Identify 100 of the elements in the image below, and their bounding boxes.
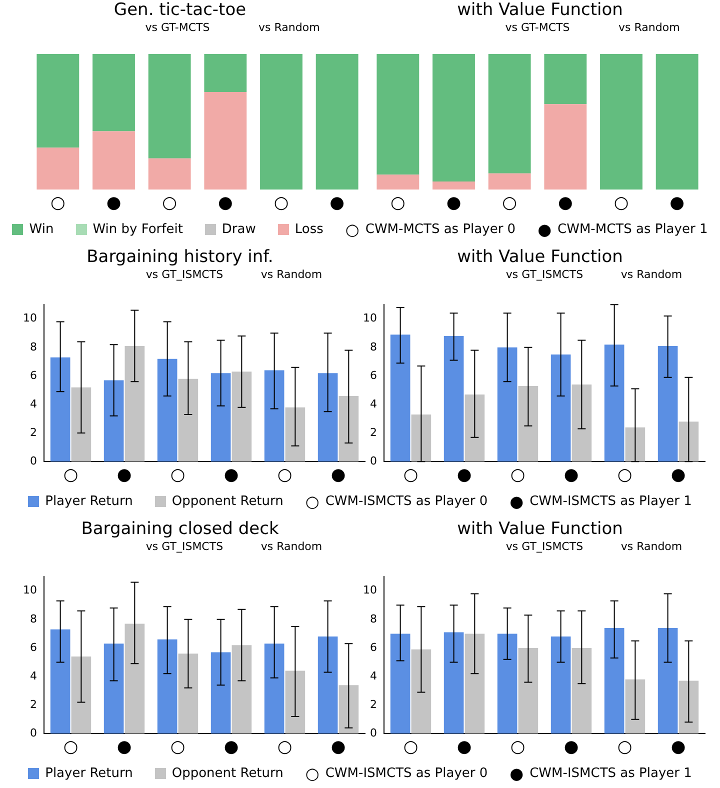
text: vs Random: [258, 21, 321, 34]
chart-title: with Value Function: [456, 519, 624, 539]
y-tick-label: 10: [362, 584, 377, 597]
text: CWM-MCTS as Player 1: [558, 222, 708, 237]
y-tick-label: 0: [370, 726, 377, 740]
y-tick-label: 10: [22, 584, 37, 597]
text: vs Random: [620, 540, 684, 553]
legend-label: Loss: [294, 222, 324, 237]
text: vs GT_ISMCTS: [504, 268, 584, 281]
x-tick-label: ○: [50, 193, 66, 214]
bar: [464, 634, 485, 734]
text: vs GT_ISMCTS: [504, 540, 584, 553]
x-tick-label: ○: [403, 465, 418, 486]
text: CWM-ISMCTS as Player 0: [325, 766, 488, 781]
y-tick-label: 6: [370, 368, 377, 382]
x-tick-label: ○: [510, 465, 526, 486]
x-tick-label: ●: [670, 737, 686, 758]
bar: [411, 649, 432, 734]
x-tick-label: ●: [224, 465, 239, 486]
legend-label: Draw: [222, 222, 256, 237]
x-tick-label: ○: [162, 193, 178, 214]
bar: [544, 54, 587, 104]
text: vs GT_ISMCTS: [144, 540, 224, 553]
x-tick-label: ●: [116, 465, 132, 486]
x-tick-label: ○: [390, 193, 406, 214]
x-tick-label: ○: [617, 737, 632, 758]
chart-title: with Value Function: [456, 0, 624, 20]
chart-title: Bargaining closed deck: [80, 519, 280, 539]
bar: [518, 386, 538, 462]
bar: [390, 634, 410, 734]
text: vs GT_ISMCTS: [144, 268, 224, 281]
category-label: ●: [510, 764, 524, 783]
x-tick-label: ○: [614, 193, 629, 214]
y-tick-label: 2: [30, 426, 37, 439]
y-tick-label: 4: [370, 669, 377, 682]
bar: [488, 54, 531, 174]
text: CWM-ISMCTS as Player 0: [325, 494, 488, 509]
y-tick-label: 6: [30, 640, 37, 654]
x-tick-label: ○: [403, 737, 418, 758]
y-tick-label: 4: [30, 669, 37, 682]
y-tick-label: 8: [30, 340, 37, 354]
text: CWM-ISMCTS as Player 1: [530, 494, 692, 509]
bar: [432, 54, 475, 182]
y-tick-label: 6: [370, 640, 377, 654]
y-tick-label: 2: [30, 698, 37, 711]
bar: [625, 427, 646, 462]
category-label: ○: [305, 492, 320, 511]
x-tick-label: ●: [446, 193, 462, 214]
y-tick-label: 0: [30, 726, 37, 740]
x-tick-label: ○: [617, 465, 632, 486]
x-tick-label: ●: [670, 465, 686, 486]
bar: [464, 394, 485, 462]
x-tick-label: ●: [564, 737, 579, 758]
bar: [390, 334, 410, 462]
bar: [604, 344, 624, 462]
bar: [518, 648, 538, 734]
text: vs Random: [260, 268, 324, 281]
x-tick-label: ●: [330, 737, 346, 758]
y-tick-label: 0: [30, 454, 37, 468]
bar: [658, 346, 678, 462]
legend-label: Opponent Return: [172, 766, 284, 781]
x-tick-label: ●: [116, 737, 132, 758]
bar: [497, 634, 518, 734]
chart-title: Bargaining history inf.: [86, 247, 274, 267]
bar: [678, 422, 699, 462]
y-tick-label: 10: [22, 312, 37, 325]
chart-title: Gen. tic-tac-toe: [112, 0, 248, 20]
x-tick-label: ○: [277, 465, 292, 486]
chart-title: with Value Function: [456, 247, 624, 267]
y-tick-label: 0: [370, 454, 377, 468]
x-tick-label: ●: [558, 193, 573, 214]
bar: [604, 628, 624, 734]
bar: [625, 679, 646, 734]
x-tick-label: ○: [510, 737, 526, 758]
legend-label: Opponent Return: [172, 494, 284, 509]
text: vs GT-MCTS: [144, 21, 211, 34]
bar: [488, 173, 531, 190]
category-label: ●: [510, 492, 524, 511]
bar: [572, 648, 592, 734]
text: vs Random: [620, 268, 684, 281]
x-tick-label: ●: [564, 465, 579, 486]
x-tick-label: ○: [170, 737, 186, 758]
x-tick-label: ○: [502, 193, 518, 214]
text: CWM-MCTS as Player 0: [365, 222, 516, 237]
y-tick-label: 8: [370, 340, 377, 354]
text: vs Random: [618, 21, 681, 34]
legend-label: Win: [29, 222, 54, 237]
category-label: ○: [345, 220, 360, 239]
y-tick-label: 10: [362, 312, 377, 325]
category-label: ●: [538, 220, 552, 239]
legend-label: Player Return: [45, 766, 133, 781]
x-tick-label: ○: [63, 737, 78, 758]
bar: [550, 354, 571, 462]
x-tick-label: ○: [170, 465, 186, 486]
bar: [376, 54, 420, 175]
bar: [656, 54, 698, 190]
text: CWM-ISMCTS as Player 1: [530, 766, 692, 781]
x-tick-label: ○: [277, 737, 292, 758]
text: vs GT-MCTS: [504, 21, 571, 34]
bar: [658, 628, 678, 734]
